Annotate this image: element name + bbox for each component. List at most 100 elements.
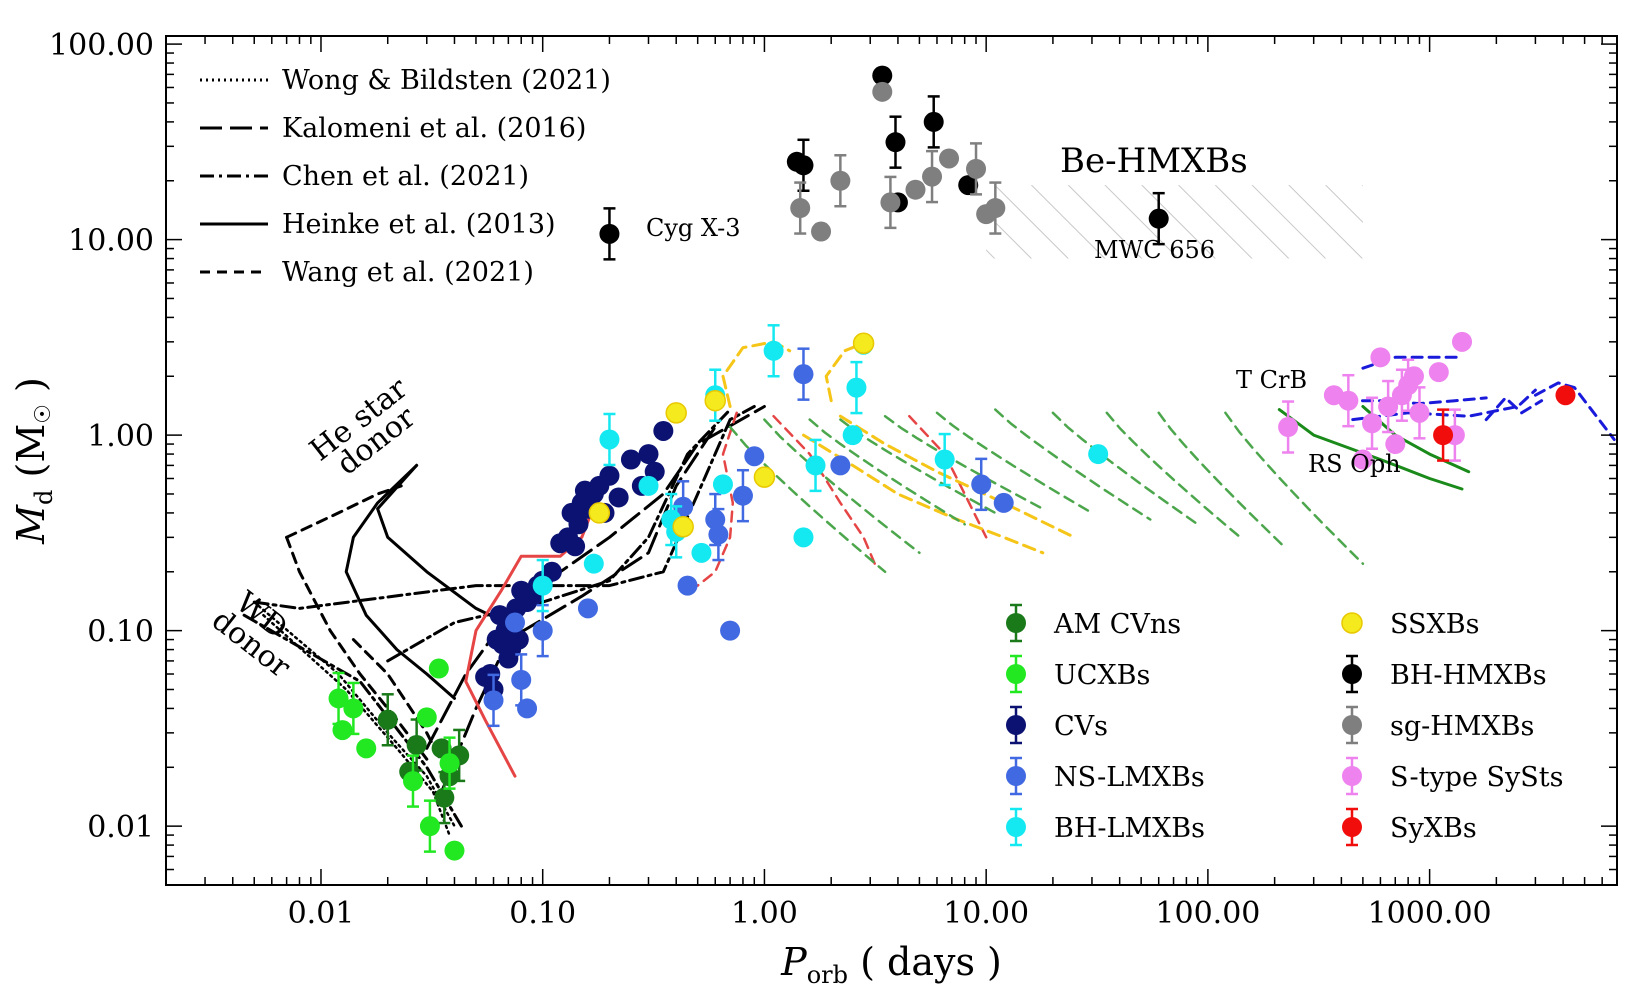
data-point bbox=[811, 221, 832, 242]
data-point bbox=[1338, 390, 1359, 411]
data-point bbox=[830, 455, 851, 476]
legend-right-entry: sg-HMXBs bbox=[1342, 705, 1534, 745]
data-point bbox=[406, 735, 427, 756]
data-point bbox=[588, 502, 611, 524]
data-point bbox=[532, 620, 553, 641]
data-point bbox=[1452, 331, 1473, 352]
data-point bbox=[1362, 413, 1383, 434]
legend-right-entry: NS-LMXBs bbox=[1006, 756, 1205, 796]
data-point bbox=[1352, 449, 1373, 470]
track-red-dash-1 bbox=[696, 411, 738, 587]
data-point bbox=[1403, 366, 1424, 387]
track-dashdot-1 bbox=[252, 405, 756, 610]
y-tick-label: 100.00 bbox=[49, 28, 154, 63]
track-green-dash-2 bbox=[763, 418, 921, 555]
track-green-dash-6 bbox=[935, 411, 1094, 515]
data-point bbox=[599, 429, 620, 450]
track-green-dash-4 bbox=[839, 418, 997, 515]
track-blue-4 bbox=[1533, 381, 1616, 441]
legend-right-entry: CVs bbox=[1006, 705, 1108, 745]
series-ns_lmxbs bbox=[483, 347, 1014, 728]
data-point bbox=[1378, 396, 1399, 417]
legend-left-label: Wong & Bildsten (2021) bbox=[282, 65, 611, 96]
track-dashed-1 bbox=[285, 484, 403, 539]
legend-left-label: Kalomeni et al. (2016) bbox=[282, 113, 586, 144]
track-longdash-1 bbox=[425, 405, 766, 750]
track-dashed-2 bbox=[285, 535, 429, 761]
data-point bbox=[842, 425, 863, 446]
data-point bbox=[532, 575, 553, 596]
data-point bbox=[744, 446, 765, 467]
x-tick-label: 10.00 bbox=[943, 896, 1029, 931]
track-green-dash-3 bbox=[808, 418, 966, 526]
data-point bbox=[753, 466, 776, 488]
legend-marker bbox=[1342, 766, 1362, 786]
data-point bbox=[712, 474, 733, 495]
data-point bbox=[993, 492, 1014, 513]
legend-marker bbox=[1006, 817, 1026, 837]
data-point bbox=[830, 170, 851, 191]
series-syxbs bbox=[1433, 385, 1576, 462]
track-longdash-2 bbox=[440, 425, 717, 794]
legend-right-entry: SyXBs bbox=[1342, 807, 1477, 847]
data-point bbox=[708, 524, 729, 545]
legend-right: AM CVns UCXBs CVs NS-LMXBs BH-LMXBs SSXBs BH-H… bbox=[1006, 603, 1564, 847]
legend-left-label: Wang et al. (2021) bbox=[282, 257, 534, 288]
x-tick-label: 0.01 bbox=[288, 896, 355, 931]
series-sg_hmxbs bbox=[790, 81, 1006, 242]
annotation-cyg-x3: Cyg X-3 bbox=[646, 214, 741, 242]
track-red-dash-3 bbox=[908, 414, 988, 539]
legend-right-label: SSXBs bbox=[1390, 609, 1479, 640]
data-point bbox=[805, 455, 826, 476]
legend-left: Wong & Bildsten (2021) Kalomeni et al. (2… bbox=[200, 65, 611, 288]
data-point bbox=[444, 840, 465, 861]
series-ucxbs bbox=[328, 658, 465, 861]
data-point bbox=[608, 487, 629, 508]
series-ssxbs bbox=[588, 332, 875, 538]
legend-right-entry: S-type SySts bbox=[1342, 756, 1564, 796]
be-hmxbs-region bbox=[986, 185, 1363, 259]
data-point bbox=[1278, 417, 1299, 438]
x-tick-label: 0.10 bbox=[509, 896, 576, 931]
x-tick-label: 100.00 bbox=[1155, 896, 1260, 931]
data-point bbox=[705, 509, 726, 530]
data-point bbox=[483, 690, 504, 711]
data-point bbox=[599, 223, 620, 244]
legend-left-entry: Wang et al. (2021) bbox=[200, 257, 534, 288]
data-point bbox=[419, 816, 440, 837]
data-point bbox=[790, 198, 811, 219]
data-point bbox=[508, 629, 529, 650]
data-point bbox=[677, 575, 698, 596]
legend-left-entry: Chen et al. (2021) bbox=[200, 161, 529, 192]
track-dashdot-3 bbox=[386, 408, 732, 663]
legend-right-label: BH-HMXBs bbox=[1390, 660, 1547, 691]
legend-marker bbox=[1342, 817, 1362, 837]
data-point bbox=[561, 502, 582, 523]
data-point bbox=[966, 158, 987, 179]
data-point bbox=[577, 598, 598, 619]
legend-right-entry: BH-HMXBs bbox=[1342, 654, 1547, 694]
annotation-t-crb: T CrB bbox=[1236, 366, 1307, 394]
data-point bbox=[852, 332, 875, 355]
data-point bbox=[958, 175, 979, 196]
data-point bbox=[1391, 385, 1412, 406]
data-point bbox=[885, 132, 906, 153]
legend-marker bbox=[1342, 715, 1362, 735]
legend-left-label: Chen et al. (2021) bbox=[282, 161, 529, 192]
track-green-dash-8 bbox=[1051, 411, 1199, 526]
data-point bbox=[343, 698, 364, 719]
track-blue-5 bbox=[1484, 396, 1544, 422]
data-point bbox=[431, 738, 452, 759]
data-point bbox=[672, 515, 694, 538]
track-green-dash-9 bbox=[1105, 411, 1242, 539]
legend-right-label: CVs bbox=[1054, 711, 1108, 742]
data-point bbox=[434, 787, 455, 808]
track-solid-2 bbox=[376, 463, 523, 633]
data-point bbox=[1409, 402, 1430, 423]
data-point bbox=[1433, 425, 1454, 446]
data-point bbox=[1088, 444, 1109, 465]
y-tick-label: 0.01 bbox=[87, 810, 154, 845]
data-point bbox=[872, 65, 893, 86]
